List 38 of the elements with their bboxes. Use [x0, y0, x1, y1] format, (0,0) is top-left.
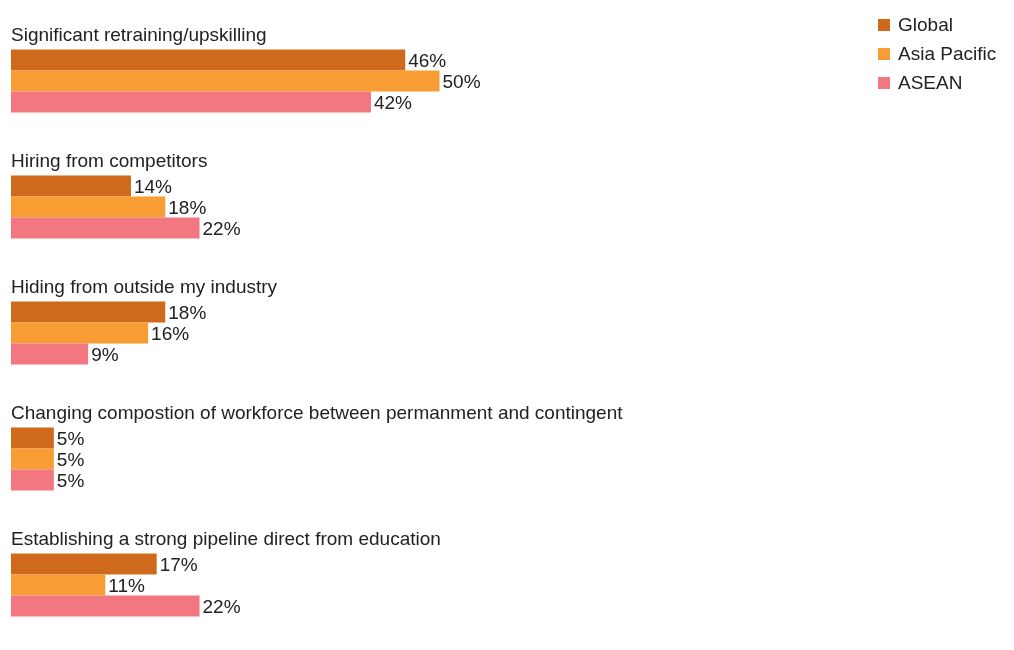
data-label: 18% [168, 302, 207, 323]
bar [11, 70, 440, 92]
bar [11, 553, 157, 575]
data-label: 11% [108, 575, 145, 596]
data-label: 16% [151, 323, 190, 344]
data-label: 42% [373, 92, 413, 113]
data-label: 14% [133, 176, 173, 197]
y-tick-label: Establishing a strong pipeline direct from education [11, 527, 441, 549]
bar [11, 91, 371, 113]
data-label: 17% [159, 554, 198, 575]
data-label: 5% [56, 449, 85, 470]
bar [11, 217, 200, 239]
data-label: 22% [202, 218, 241, 239]
bar [11, 574, 106, 596]
legend-label: Global [898, 13, 953, 36]
bar [11, 175, 131, 197]
bar [11, 196, 166, 218]
y-tick-label: Hiring from competitors [11, 149, 208, 171]
data-label: 5% [56, 470, 85, 491]
data-label: 18% [168, 197, 207, 218]
y-tick-label: Hiding from outside my industry [11, 275, 278, 297]
data-label: 9% [91, 344, 119, 365]
bar [11, 427, 54, 449]
data-label: 5% [56, 428, 85, 449]
bar [11, 322, 149, 344]
data-label: 46% [408, 50, 447, 71]
legend-label: Asia Pacific [898, 42, 997, 65]
bar [11, 595, 200, 617]
bar [11, 448, 54, 470]
data-label: 22% [202, 596, 241, 617]
data-label: 50% [442, 71, 481, 92]
bar [11, 301, 166, 323]
bar [11, 343, 89, 365]
y-tick-label: Changing compostion of workforce between permanment and contingent [11, 401, 624, 423]
y-tick-label: Significant retraining/upskilling [11, 23, 267, 45]
legend-label: ASEAN [898, 71, 963, 94]
bar [11, 469, 54, 491]
bar [11, 49, 406, 71]
